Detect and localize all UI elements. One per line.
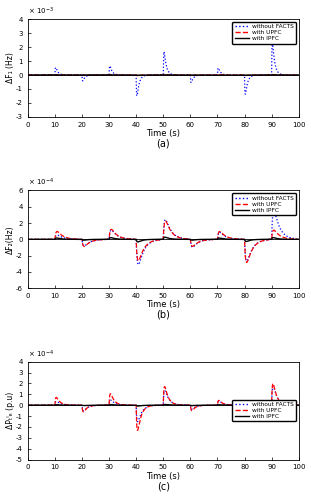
Y-axis label: ΔF₂(Hz): ΔF₂(Hz) — [6, 225, 15, 254]
Text: $\times$ 10$^{-4}$: $\times$ 10$^{-4}$ — [28, 348, 54, 360]
Text: $\times$ 10$^{-4}$: $\times$ 10$^{-4}$ — [28, 177, 54, 188]
Text: (a): (a) — [156, 138, 170, 148]
Y-axis label: ΔF₁ (Hz): ΔF₁ (Hz) — [6, 52, 15, 84]
X-axis label: Time (s): Time (s) — [146, 472, 180, 481]
Y-axis label: ΔPₜᴵₑ (p.u): ΔPₜᴵₑ (p.u) — [6, 392, 15, 429]
Text: (b): (b) — [156, 310, 170, 320]
X-axis label: Time (s): Time (s) — [146, 300, 180, 310]
Legend: without FACTS, with UPFC, with IPFC: without FACTS, with UPFC, with IPFC — [232, 194, 296, 215]
Text: (c): (c) — [157, 481, 170, 491]
Legend: without FACTS, with UPFC, with IPFC: without FACTS, with UPFC, with IPFC — [232, 22, 296, 44]
Text: $\times$ 10$^{-3}$: $\times$ 10$^{-3}$ — [28, 6, 54, 17]
Legend: without FACTS, with UPFC, with IPFC: without FACTS, with UPFC, with IPFC — [232, 400, 296, 421]
X-axis label: Time (s): Time (s) — [146, 129, 180, 138]
